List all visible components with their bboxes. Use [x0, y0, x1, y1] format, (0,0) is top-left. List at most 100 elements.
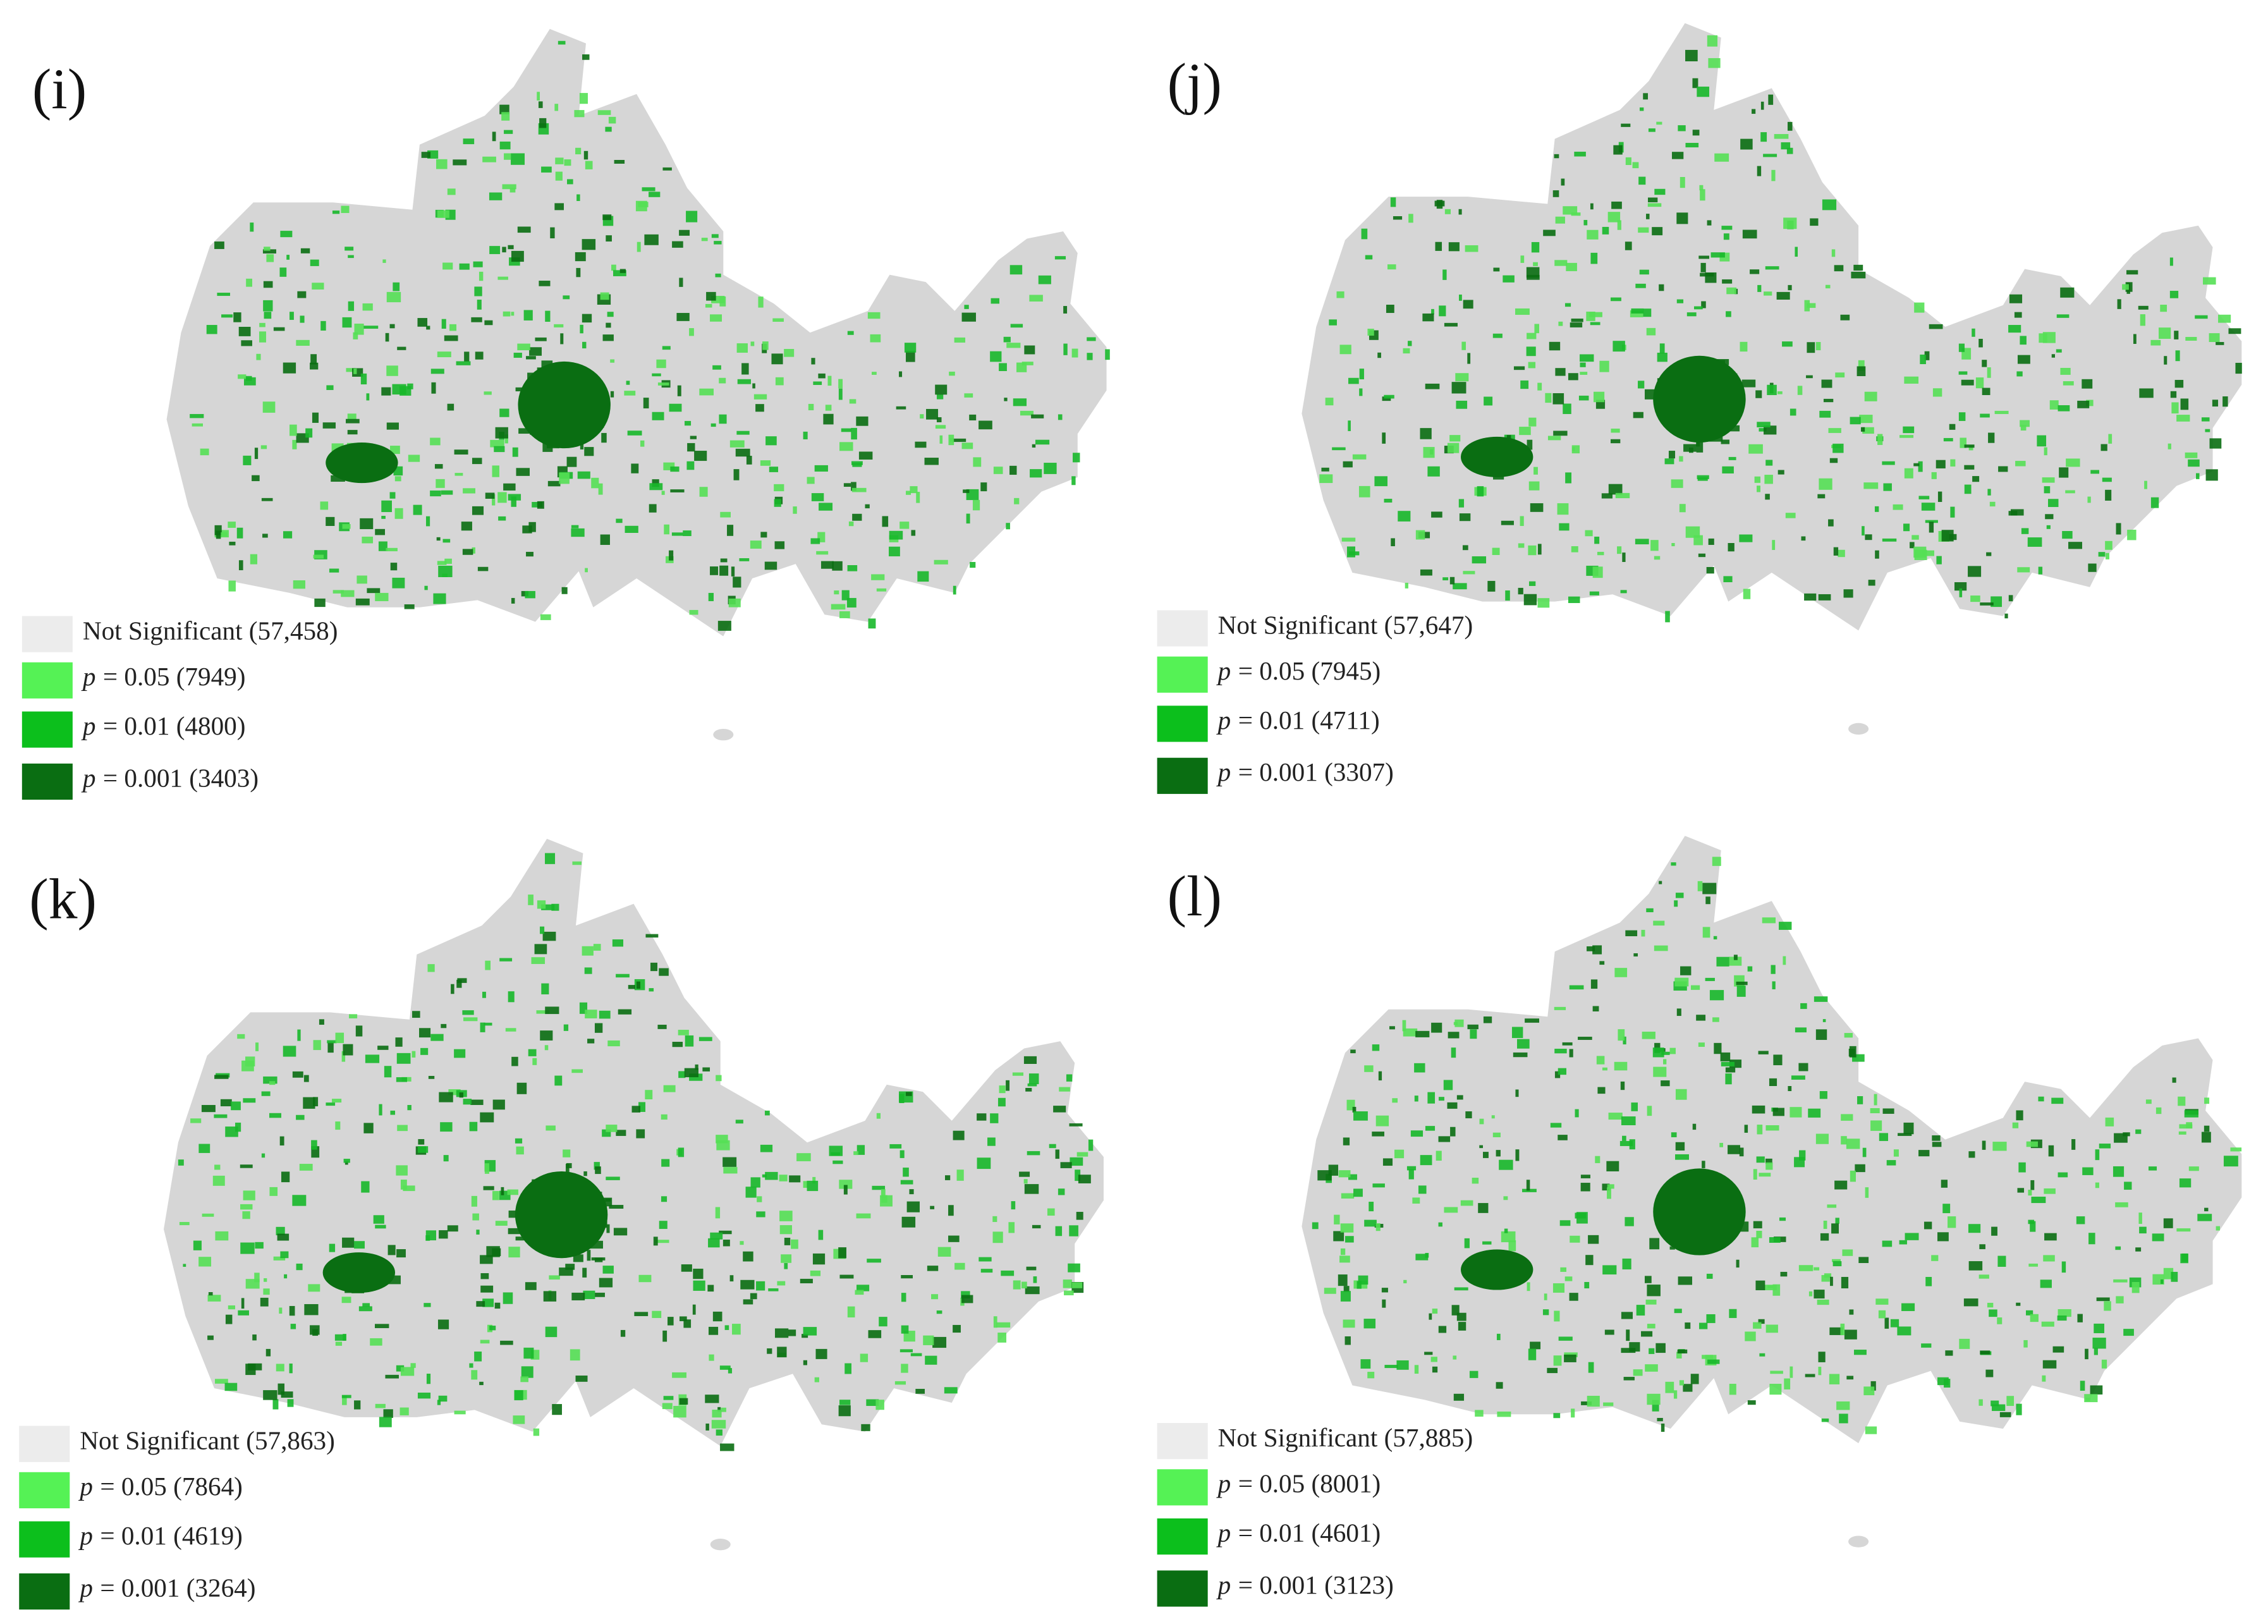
cell: [1343, 1286, 1350, 1292]
cell: [511, 250, 524, 262]
cell: [831, 1152, 840, 1156]
cell: [746, 456, 752, 465]
cell: [1464, 1238, 1470, 1249]
cell: [2163, 1267, 2174, 1279]
cell: [803, 1327, 817, 1336]
cell: [678, 1147, 685, 1157]
cell: [526, 551, 533, 557]
cell: [1831, 249, 1836, 257]
cell: [1047, 1208, 1055, 1216]
cell: [2020, 420, 2030, 427]
cell: [1571, 447, 1575, 451]
cell: [1679, 456, 1683, 462]
cell: [2174, 379, 2184, 388]
cell: [879, 1317, 887, 1327]
cell: [1513, 1052, 1528, 1058]
cell: [1875, 550, 1879, 559]
cell: [1815, 342, 1821, 351]
cell: [1475, 1410, 1484, 1417]
cell: [686, 211, 698, 223]
cell: [1675, 893, 1684, 898]
cell: [2160, 305, 2167, 312]
cell: [1461, 341, 1466, 350]
cell: [2088, 563, 2097, 572]
cell: [1868, 580, 1875, 586]
cell: [1980, 602, 1994, 606]
cell: [1633, 953, 1638, 957]
cell: [1653, 920, 1665, 926]
cell: [286, 255, 290, 260]
cell: [1501, 520, 1514, 525]
cell: [2065, 490, 2075, 494]
cell: [332, 211, 340, 214]
cell: [1367, 1372, 1375, 1379]
cell: [1631, 308, 1644, 314]
cell: [1076, 1152, 1088, 1157]
cell: [1725, 1067, 1736, 1073]
cell: [2117, 299, 2121, 309]
cell: [1659, 881, 1662, 884]
cell: [606, 1176, 620, 1180]
cell: [762, 1174, 767, 1178]
cell: [1863, 1386, 1875, 1396]
cell: [292, 1071, 303, 1078]
cell: [1001, 1270, 1015, 1276]
cell: [1078, 1175, 1091, 1183]
cell: [475, 351, 484, 360]
cell: [1025, 1286, 1040, 1295]
legend-swatch: [19, 1426, 70, 1462]
cell: [1765, 1125, 1779, 1131]
cell: [2006, 1396, 2015, 1407]
cell: [292, 439, 297, 449]
cell: [1964, 465, 1975, 470]
cell: [722, 1239, 730, 1247]
cell: [2023, 1340, 2028, 1348]
cell: [480, 1273, 489, 1279]
cell: [1389, 1026, 1395, 1030]
legend-label: p = 0.05 (7945): [1216, 656, 1381, 686]
cell: [867, 1259, 881, 1263]
cell: [1410, 1130, 1424, 1137]
cell: [954, 1262, 965, 1270]
cell: [1948, 1216, 1956, 1228]
cell: [1558, 1336, 1573, 1341]
cell: [2077, 1314, 2083, 1322]
cell: [964, 393, 973, 398]
cell: [705, 1395, 719, 1403]
cell: [575, 252, 586, 262]
cell: [1597, 551, 1604, 556]
cell: [935, 384, 948, 395]
cell: [2170, 391, 2177, 398]
cell: [1759, 428, 1767, 432]
cell: [587, 1039, 595, 1044]
cell: [1972, 476, 1980, 482]
cell: [812, 1176, 816, 1184]
cell: [1026, 1266, 1037, 1271]
cell: [600, 534, 610, 545]
cell: [1821, 379, 1832, 388]
cell: [2061, 1261, 2066, 1273]
cell: [1949, 424, 1956, 430]
cell: [1685, 526, 1700, 538]
cell: [1929, 324, 1943, 329]
legend-label: p = 0.01 (4601): [1216, 1518, 1381, 1548]
cell: [727, 525, 734, 536]
cell: [1059, 1087, 1070, 1092]
cell: [382, 259, 386, 263]
island: [713, 728, 734, 741]
cell: [1673, 1390, 1678, 1399]
cell: [367, 588, 381, 594]
cell: [856, 416, 869, 426]
cell: [1795, 1027, 1807, 1033]
cell: [832, 1160, 843, 1164]
cell: [1690, 985, 1700, 990]
cell: [183, 1264, 186, 1267]
cell: [662, 1403, 673, 1410]
cell: [1765, 460, 1773, 466]
cell: [768, 1288, 779, 1291]
cell: [585, 568, 588, 573]
cell: [1029, 295, 1043, 302]
cell: [1729, 1309, 1737, 1318]
cell: [353, 332, 358, 339]
cell: [1950, 506, 1955, 518]
